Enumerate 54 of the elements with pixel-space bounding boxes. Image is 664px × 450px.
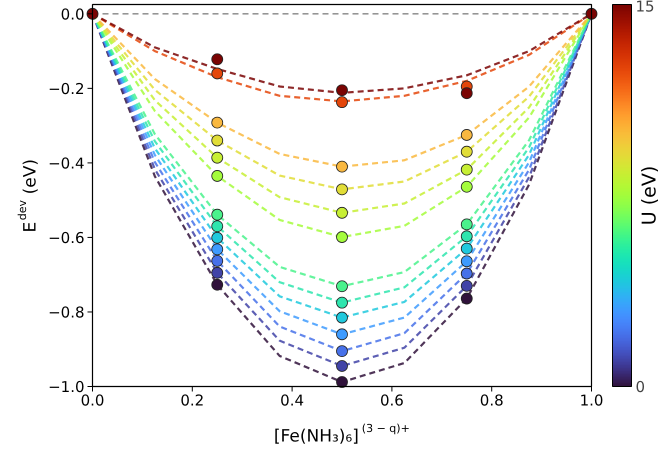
x-tick-label: 0.6 [380, 392, 404, 410]
point [211, 68, 224, 80]
x-tick-label: 0.8 [480, 392, 504, 410]
point [460, 268, 473, 280]
y-tick-label: −0.6 [48, 228, 85, 247]
point [211, 243, 224, 256]
point [336, 328, 348, 340]
point [460, 242, 473, 254]
point [336, 360, 348, 372]
point [460, 87, 473, 100]
point [336, 183, 348, 196]
y-tick-label: −0.2 [48, 80, 85, 98]
point [336, 296, 348, 309]
point [336, 376, 348, 388]
point [211, 53, 224, 66]
color-bar-title: U (eV) [638, 166, 660, 226]
point [211, 255, 224, 267]
point [460, 255, 473, 268]
point [211, 208, 224, 221]
point [336, 280, 348, 292]
point [460, 292, 473, 304]
point [460, 129, 473, 141]
point [460, 164, 473, 176]
point [460, 230, 473, 242]
y-axis-title: Edev (eV) [16, 159, 40, 233]
point [211, 220, 224, 232]
point [211, 152, 224, 164]
point [336, 312, 348, 324]
x-tick-label: 0.2 [180, 392, 204, 410]
point [336, 345, 348, 357]
color-bar-label: 0 [636, 378, 646, 396]
y-tick-label: 0.0 [60, 5, 85, 24]
point [336, 96, 348, 108]
point [586, 8, 598, 20]
point [460, 180, 473, 193]
y-tick-label: −0.4 [48, 154, 85, 172]
point [336, 84, 348, 96]
point [86, 8, 98, 20]
point [211, 170, 224, 182]
x-tick-label: 1.0 [580, 392, 604, 410]
point [336, 206, 348, 219]
point [460, 218, 473, 230]
x-tick-label: 0.4 [280, 392, 304, 410]
point [336, 160, 348, 173]
point [336, 231, 348, 243]
color-bar-label: 15 [636, 0, 655, 16]
point [211, 116, 224, 129]
point [460, 146, 473, 158]
point [211, 232, 224, 244]
point [211, 134, 224, 146]
y-tick-label: −0.8 [48, 303, 85, 322]
point [211, 266, 224, 279]
point [211, 278, 224, 291]
point [460, 280, 473, 292]
